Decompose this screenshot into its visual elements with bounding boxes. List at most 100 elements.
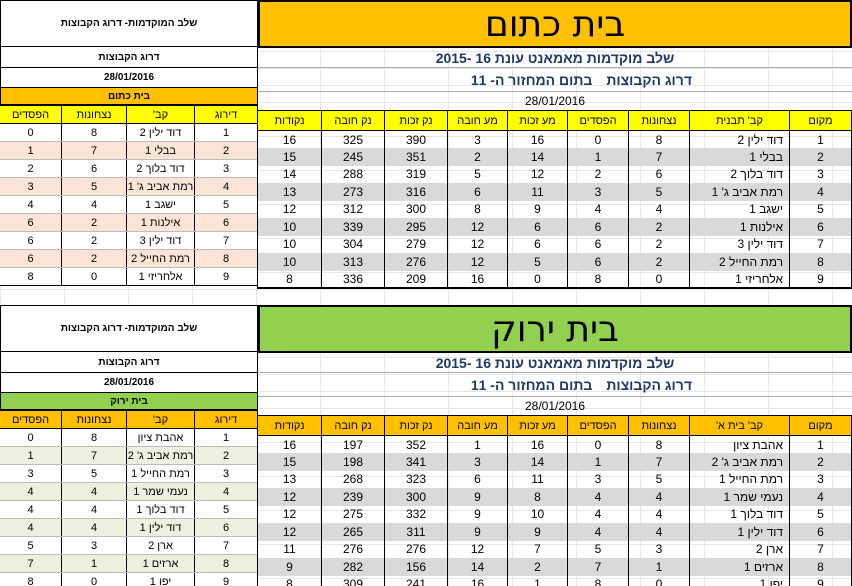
table-cell: 6 <box>567 218 629 236</box>
column-header: דירוג <box>194 410 258 429</box>
column-header: נצחונות <box>61 105 127 124</box>
table-cell: 4 <box>567 505 629 523</box>
table-cell: 16 <box>507 435 568 453</box>
table-cell: 197 <box>321 435 385 453</box>
table-row: 5 ישגב 1 4 4 9 8 300 312 12 <box>257 200 852 218</box>
table-cell: 2 <box>194 446 258 465</box>
table-cell: 2 <box>628 235 690 253</box>
column-header: מע זכות <box>507 415 568 436</box>
table-row: 1 דוד ילין 2 8 0 16 3 390 325 16 <box>257 130 852 148</box>
table-cell: 7 <box>194 231 258 250</box>
team-name-cell: ארן 2 <box>689 540 790 558</box>
ranking-label: דרוג הקבוצות <box>606 376 692 393</box>
table-cell: 1 <box>194 428 258 447</box>
table-cell: 12 <box>507 165 568 183</box>
team-name-cell: דוד ילין 1 <box>689 523 790 541</box>
table-cell: דוד בלוך 2 <box>126 159 195 178</box>
table-cell: 16 <box>447 575 508 586</box>
table-cell: 8 <box>194 554 258 573</box>
team-name-cell: רמת החייל 1 <box>689 470 790 488</box>
table-cell: 3 <box>447 130 508 148</box>
table-cell: 8 <box>447 200 508 218</box>
house-header: בית ירוק <box>258 305 852 353</box>
table-cell: 4 <box>0 482 62 501</box>
table-cell: 288 <box>321 165 385 183</box>
table-cell: 351 <box>384 148 448 166</box>
table-cell: 1 <box>447 435 508 453</box>
table-cell: 245 <box>321 148 385 166</box>
column-header: הפסדים <box>0 105 62 124</box>
ranking-label: דרוג הקבוצות <box>606 71 692 88</box>
round-label: בתום המחזור ה- 11 <box>470 71 593 88</box>
table-cell: 6 <box>0 231 62 250</box>
table-cell: 0 <box>567 435 629 453</box>
column-header: נק חובה <box>321 110 385 131</box>
team-name-cell: דוד ילין 2 <box>689 130 790 148</box>
table-cell: 4 <box>628 505 690 523</box>
table-cell: ארזים 1 <box>126 554 195 573</box>
table-row: 9 אלחריזי 1 0 8 0 16 209 336 8 <box>257 270 852 289</box>
table-row: 4 נעמי שמר 1 4 4 8 9 300 239 12 <box>257 488 852 506</box>
column-header: מקום <box>789 110 852 131</box>
table-cell: 352 <box>384 435 448 453</box>
table-cell: 239 <box>321 488 385 506</box>
column-header: קב' <box>126 105 195 124</box>
table-cell: 9 <box>194 267 258 286</box>
table-row: 7 ארן 2 3 5 7 12 276 276 11 <box>257 540 852 558</box>
column-header: נצחונות <box>61 410 127 429</box>
table-cell: 2 <box>507 558 568 576</box>
table-cell: 4 <box>61 482 127 501</box>
column-header: דירוג <box>194 105 258 124</box>
table-cell: 16 <box>257 130 322 148</box>
table-cell: 15 <box>257 148 322 166</box>
table-cell: 6 <box>567 253 629 271</box>
column-header: מע חובה <box>447 110 508 131</box>
table-cell: 8 <box>789 253 852 271</box>
table-cell: 6 <box>567 235 629 253</box>
table-cell: 341 <box>384 453 448 471</box>
table-cell: 6 <box>0 249 62 268</box>
table-cell: 9 <box>789 270 852 289</box>
table-cell: 209 <box>384 270 448 289</box>
table-cell: 3 <box>789 470 852 488</box>
table-cell: 1 <box>567 453 629 471</box>
left-title: שלב המוקדמות- דרוג הקבוצות <box>0 0 258 46</box>
table-cell: 6 <box>507 235 568 253</box>
left-summary-panel: שלב המוקדמות- דרוג הקבוצות דרוג הקבוצות … <box>0 0 258 286</box>
table-cell: 332 <box>384 505 448 523</box>
table-cell: 5 <box>447 165 508 183</box>
table-cell: 0 <box>628 270 690 289</box>
table-cell: 3 <box>194 464 258 483</box>
table-cell: 8 <box>0 267 62 286</box>
table-cell: 309 <box>321 575 385 586</box>
table-cell: 295 <box>384 218 448 236</box>
table-cell: 3 <box>567 183 629 201</box>
table-cell: 7 <box>61 446 127 465</box>
table-cell: 9 <box>447 523 508 541</box>
table-cell: 3 <box>194 159 258 178</box>
table-cell: 12 <box>257 488 322 506</box>
team-name-cell: ארזים 1 <box>689 558 790 576</box>
table-row: 1 אהבת ציון 8 0 <box>0 428 258 447</box>
table-cell: 390 <box>384 130 448 148</box>
table-cell: 2 <box>628 218 690 236</box>
table-cell: 8 <box>61 428 127 447</box>
table-cell: 5 <box>61 177 127 196</box>
table-cell: 1 <box>567 148 629 166</box>
table-cell: 319 <box>384 165 448 183</box>
table-cell: 12 <box>257 200 322 218</box>
table-cell: ארן 2 <box>126 536 195 555</box>
table-cell: 8 <box>567 270 629 289</box>
column-header: נקודות <box>257 110 322 131</box>
column-header: קב' בית א' <box>689 415 790 436</box>
column-header: נקודות <box>257 415 322 436</box>
table-row: 9 יפו 1 0 8 1 16 241 309 8 <box>257 575 852 586</box>
team-name-cell: אילנות 1 <box>689 218 790 236</box>
table-cell: 12 <box>447 218 508 236</box>
